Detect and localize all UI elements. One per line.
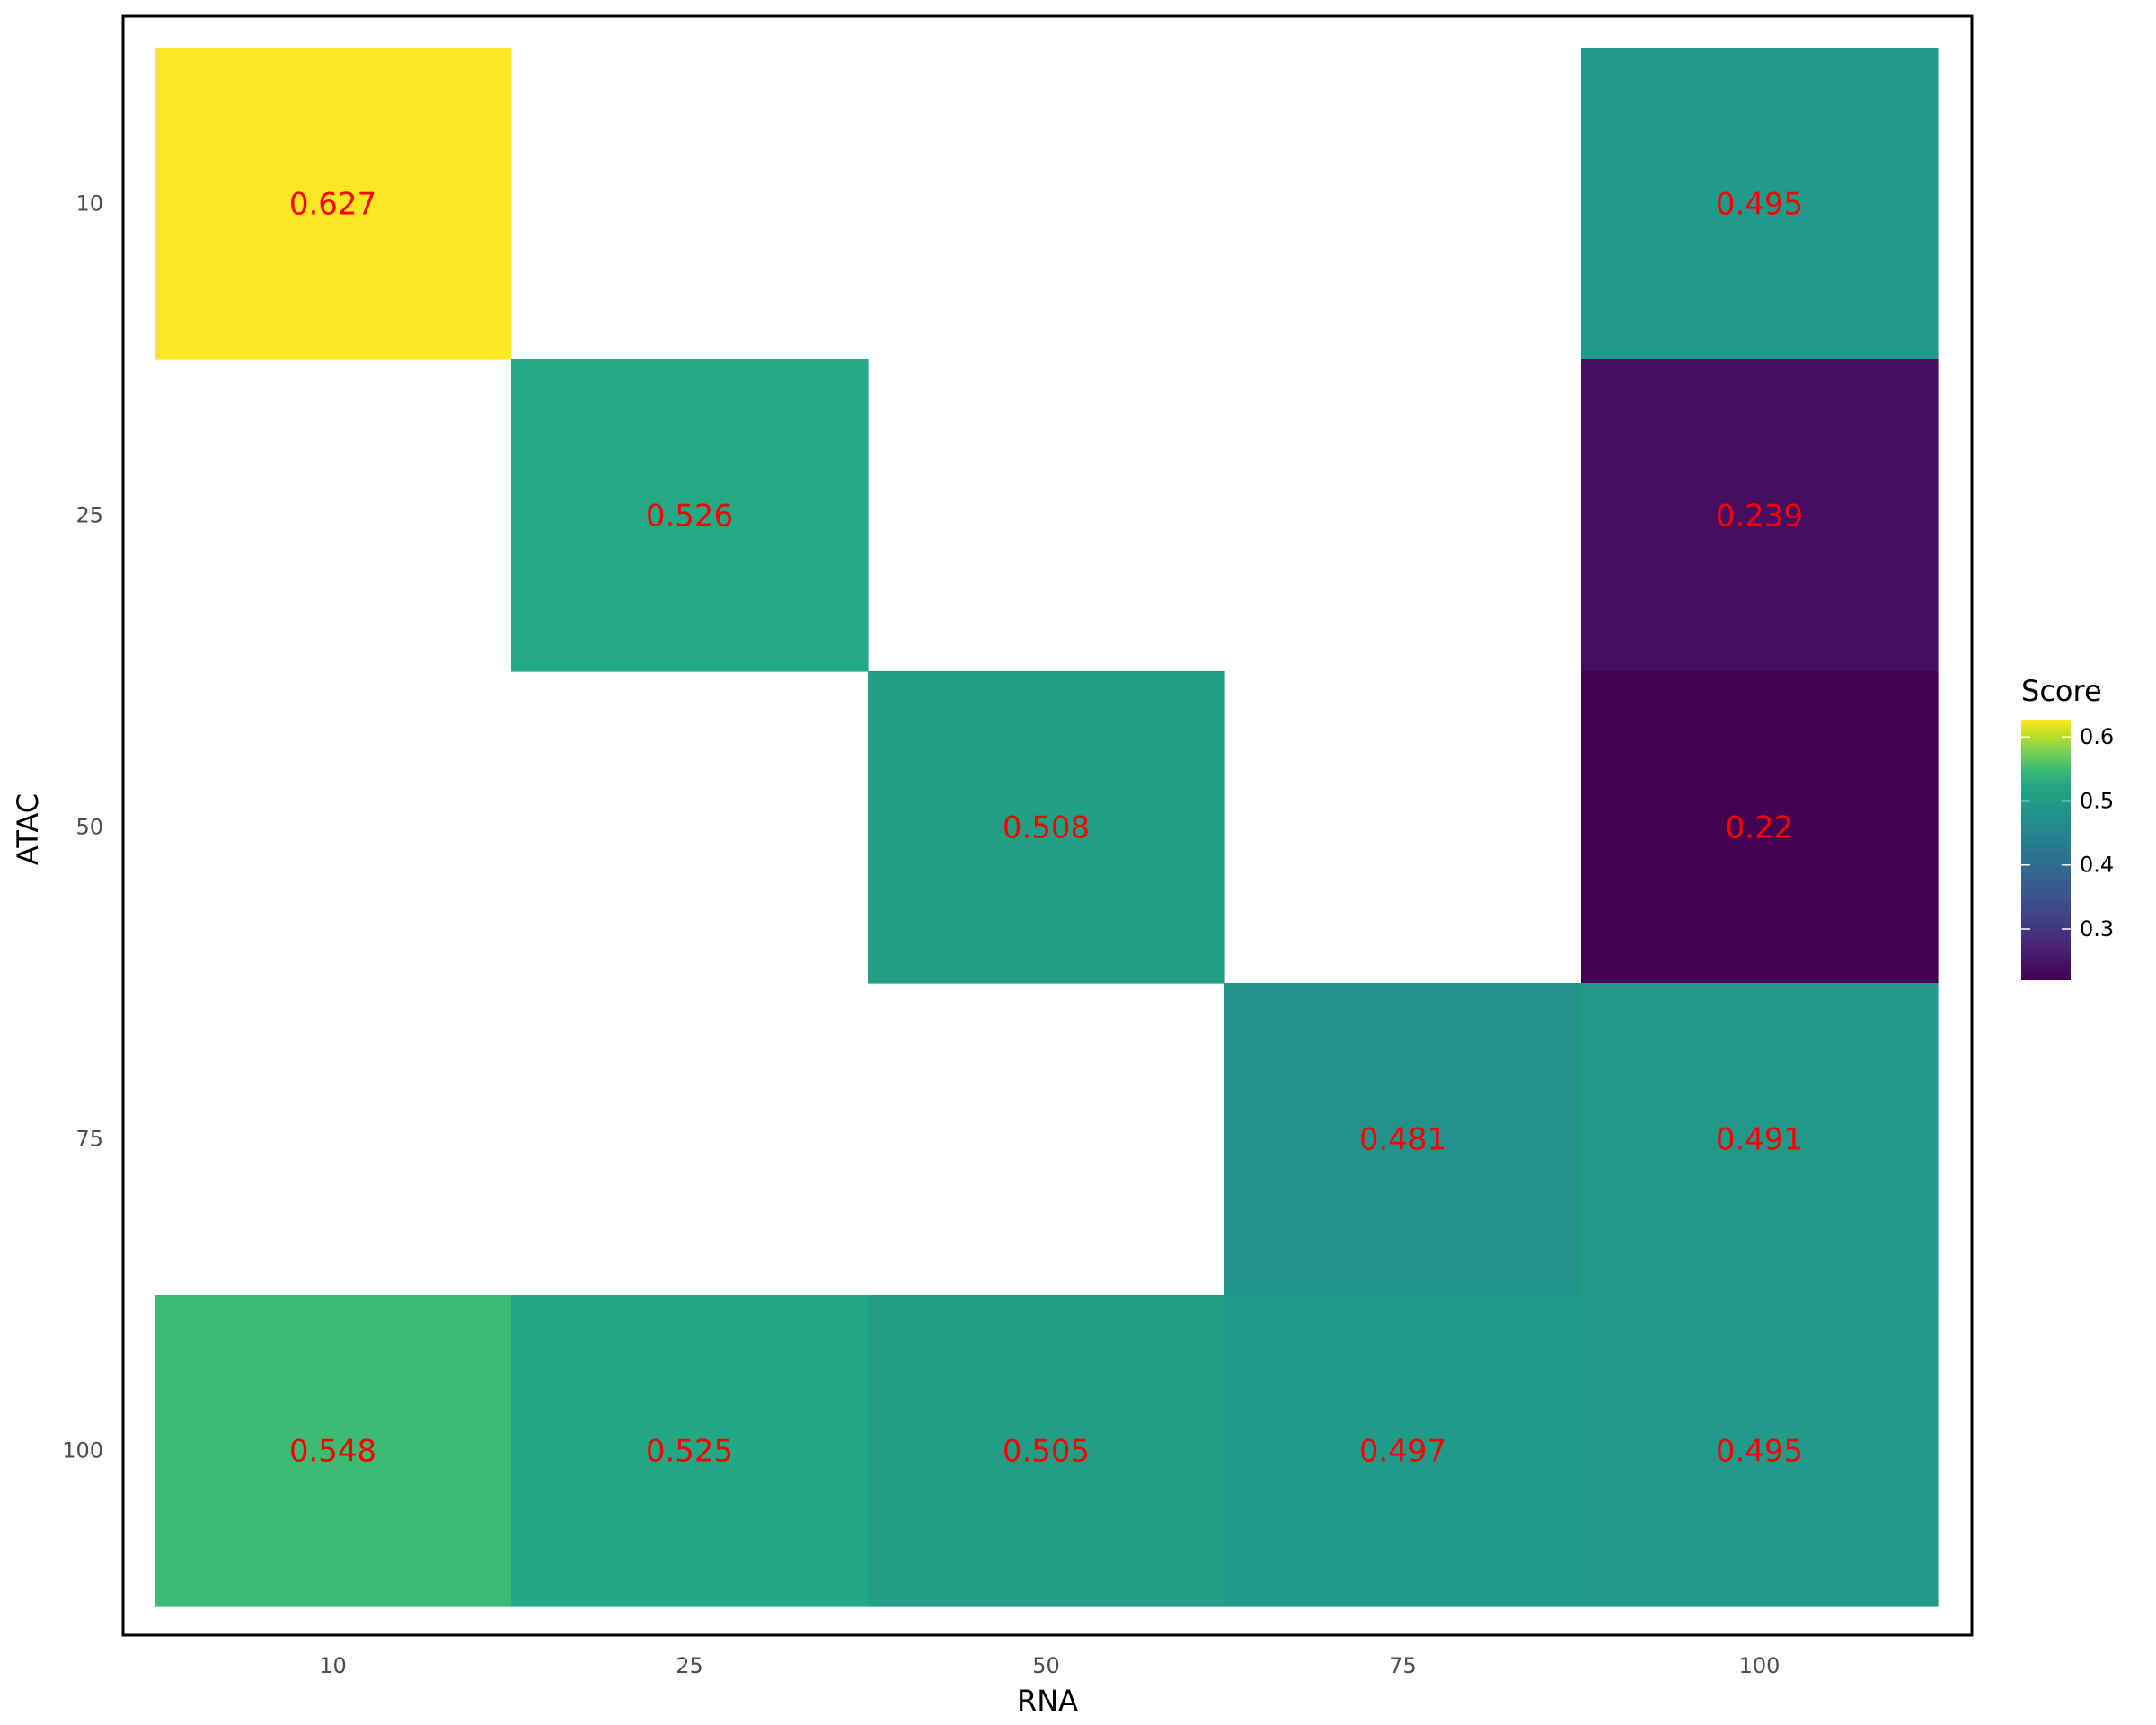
y-axis-title: ATAC [11, 793, 45, 865]
cell-value-label: 0.526 [646, 499, 733, 535]
x-axis-title: RNA [1017, 1684, 1078, 1718]
cell-value-label: 0.481 [1359, 1122, 1446, 1158]
legend-ticks: 0.3 0.4 0.5 0.6 [2021, 724, 2114, 942]
heatmap-cell [1224, 1295, 1582, 1607]
heatmap-cell [1224, 983, 1582, 1296]
y-tick-label: 100 [62, 1438, 103, 1464]
y-axis-ticks: 10 25 50 75 100 [62, 191, 103, 1464]
heatmap-cell [1581, 48, 1939, 360]
x-tick-label: 10 [319, 1653, 347, 1678]
heatmap-cells [155, 48, 1939, 1607]
cell-value-label: 0.491 [1716, 1122, 1803, 1158]
panel-border [121, 14, 1974, 1637]
cell-value-label: 0.508 [1003, 810, 1090, 846]
x-tick-label: 75 [1389, 1653, 1417, 1678]
heatmap-cell [868, 671, 1225, 984]
cell-value-label: 0.497 [1359, 1434, 1446, 1470]
heatmap-cell [155, 48, 512, 360]
heatmap-cell-labels: 0.627 0.495 0.526 0.239 0.508 0.22 0.481 0.491 0… [289, 187, 1803, 1470]
cell-value-label: 0.548 [289, 1434, 376, 1470]
legend-tick-label: 0.4 [2080, 853, 2114, 878]
cell-value-label: 0.505 [1003, 1434, 1090, 1470]
heatmap-cell [155, 1295, 512, 1607]
heatmap-cell [1581, 671, 1939, 984]
cell-value-label: 0.627 [289, 187, 376, 223]
cell-value-label: 0.22 [1726, 810, 1794, 846]
heatmap-cell [1581, 359, 1939, 672]
cell-value-label: 0.495 [1716, 1434, 1803, 1470]
legend-tick-label: 0.6 [2080, 724, 2114, 749]
y-tick-label: 25 [75, 503, 103, 528]
y-tick-label: 50 [75, 815, 103, 840]
cell-value-label: 0.239 [1716, 499, 1803, 535]
cell-value-label: 0.495 [1716, 187, 1803, 223]
legend-title: Score [2021, 674, 2102, 708]
x-tick-label: 50 [1032, 1653, 1060, 1678]
legend-tick-label: 0.3 [2080, 916, 2114, 942]
heatmap-cell [511, 359, 869, 672]
x-tick-label: 25 [676, 1653, 703, 1678]
x-tick-label: 100 [1739, 1653, 1780, 1678]
y-tick-label: 75 [75, 1127, 103, 1152]
x-axis-ticks: 10 25 50 75 100 [319, 1653, 1780, 1678]
heatmap-cell [1581, 983, 1939, 1296]
heatmap-cell [868, 1295, 1225, 1607]
y-tick-label: 10 [75, 191, 103, 217]
cell-value-label: 0.525 [646, 1434, 733, 1470]
color-legend: Score 0.3 0.4 0.5 0.6 [2021, 674, 2114, 980]
legend-colorbar [2021, 720, 2071, 980]
heatmap-cell [511, 1295, 869, 1607]
legend-tick-label: 0.5 [2080, 788, 2114, 813]
heatmap-cell [1581, 1295, 1939, 1607]
